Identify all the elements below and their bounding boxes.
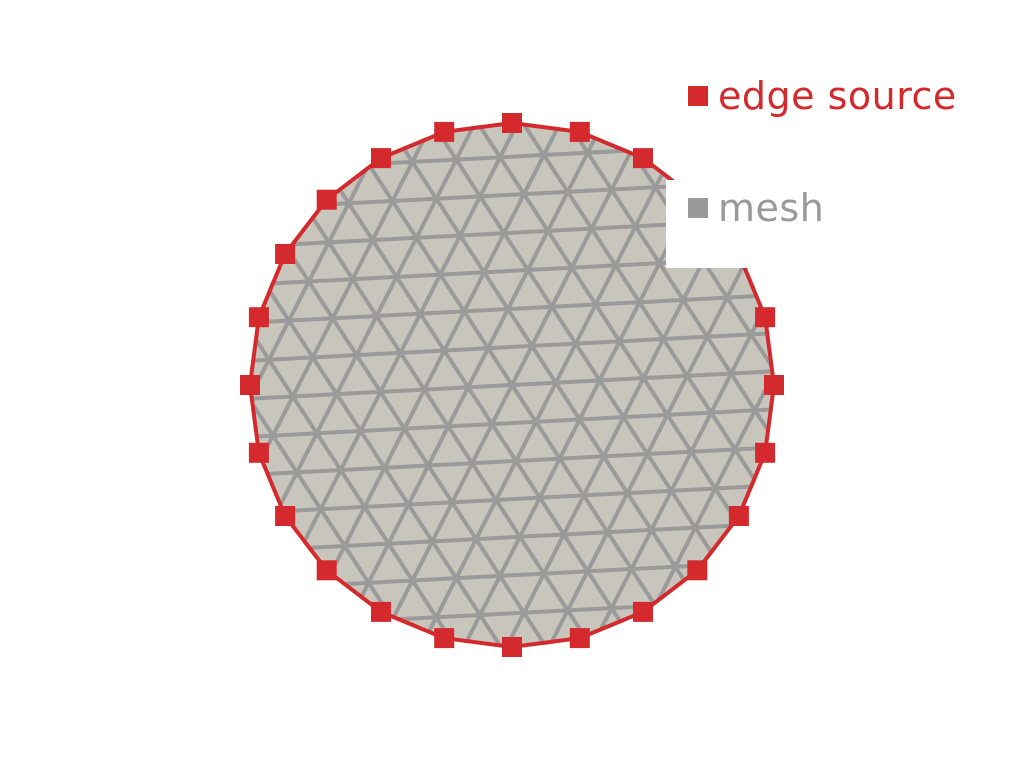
- edge-source-marker: [569, 628, 590, 649]
- edge-source-marker: [434, 121, 455, 142]
- mesh-line: [130, 706, 929, 748]
- legend-item-edge-source: edge source: [688, 74, 957, 118]
- edge-source-marker: [434, 628, 455, 649]
- square-marker-icon: [688, 86, 708, 106]
- edge-source-marker: [502, 113, 522, 133]
- edge-source-marker: [275, 506, 296, 526]
- edge-source-marker: [248, 442, 269, 463]
- edge-source-marker: [316, 189, 337, 210]
- edge-source-marker: [240, 375, 260, 395]
- edge-source-marker: [502, 637, 522, 657]
- edge-source-marker: [371, 601, 391, 622]
- edge-source-marker: [248, 307, 269, 328]
- legend-edge-source: edge source: [666, 64, 996, 128]
- mesh-line: [250, 400, 774, 446]
- mesh-line: [95, 23, 894, 65]
- mesh-line: [129, 668, 928, 710]
- mesh-line: [451, 123, 774, 619]
- mesh-line: [250, 123, 493, 640]
- edge-source-marker: [371, 148, 391, 169]
- edge-source-markers: [240, 113, 784, 657]
- legend-mesh: mesh: [666, 180, 866, 268]
- edge-source-marker: [275, 244, 296, 264]
- legend-label-mesh: mesh: [718, 186, 825, 230]
- mesh-line: [497, 123, 774, 647]
- edge-source-marker: [755, 307, 776, 328]
- edge-source-marker: [633, 148, 653, 169]
- legend-label-edge-source: edge source: [718, 74, 957, 118]
- mesh-line: [531, 130, 774, 647]
- edge-source-marker: [569, 121, 590, 142]
- edge-source-marker: [755, 442, 776, 463]
- edge-source-marker: [728, 506, 749, 526]
- edge-source-marker: [764, 375, 784, 395]
- mesh-line: [250, 123, 527, 647]
- mesh-line: [250, 324, 774, 370]
- square-marker-icon: [688, 198, 708, 218]
- edge-source-marker: [687, 560, 708, 581]
- mesh-line: [250, 151, 573, 647]
- legend-item-mesh: mesh: [688, 186, 824, 230]
- edge-source-marker: [316, 560, 337, 581]
- edge-source-marker: [633, 601, 653, 622]
